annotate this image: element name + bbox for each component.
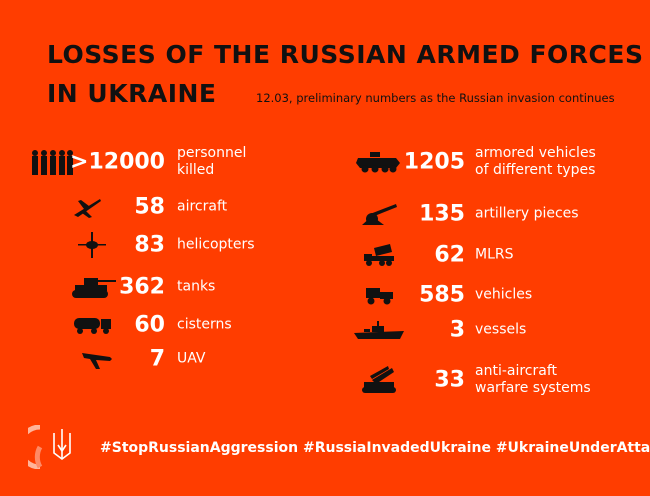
vehicle-icon xyxy=(366,288,393,305)
stat-mlrs: 62 MLRS xyxy=(352,235,514,275)
uav-icon xyxy=(82,353,112,369)
cisterns-label: cisterns xyxy=(177,316,232,333)
personnel-label: personnel killed xyxy=(177,145,247,178)
vehicles-value: 585 xyxy=(419,282,465,308)
anti-aircraft-label: anti-aircraft warfare systems xyxy=(475,363,591,396)
aircraft-label: aircraft xyxy=(177,198,228,215)
stat-helicopters: 83 helicopters xyxy=(30,225,255,265)
tanks-value: 362 xyxy=(119,274,165,300)
armored-vehicle-icon xyxy=(356,152,400,173)
stat-aircraft: 58 aircraft xyxy=(30,187,227,227)
tank-icon xyxy=(72,278,116,298)
armored-vehicles-value: 1205 xyxy=(403,149,465,175)
stat-vessels: 3 vessels xyxy=(352,310,526,350)
uav-label: UAV xyxy=(177,350,206,367)
vessels-value: 3 xyxy=(449,317,465,343)
stat-tanks: 362 tanks xyxy=(30,267,215,307)
aircraft-icon xyxy=(74,199,101,218)
mlrs-value: 62 xyxy=(434,242,465,268)
stat-artillery: 135 artillery pieces xyxy=(352,194,579,234)
stat-vehicles: 585 vehicles xyxy=(352,275,532,315)
subtitle: 12.03, preliminary numbers as the Russia… xyxy=(256,91,615,105)
tanks-label: tanks xyxy=(177,278,216,295)
artillery-label: artillery pieces xyxy=(475,205,579,222)
helicopters-value: 83 xyxy=(134,232,165,258)
stat-anti-aircraft: 33 anti-aircraft warfare systems xyxy=(352,360,591,400)
personnel-value: >12000 xyxy=(70,149,165,175)
cisterns-value: 60 xyxy=(134,312,165,338)
stat-uav: 7 UAV xyxy=(30,339,206,379)
vessels-label: vessels xyxy=(475,321,527,338)
title-line-1: LOSSES OF THE RUSSIAN ARMED FORCES xyxy=(47,40,644,69)
stat-personnel: >12000 personnel killed xyxy=(30,142,246,182)
artillery-value: 135 xyxy=(419,201,465,227)
stat-armored-vehicles: 1205 armored vehicles of different types xyxy=(352,142,596,182)
hashtags: #StopRussianAggression #RussiaInvadedUkr… xyxy=(100,440,650,456)
trident-logo-icon xyxy=(28,425,71,469)
uav-value: 7 xyxy=(149,346,165,372)
mlrs-icon xyxy=(364,244,394,266)
soldiers-icon xyxy=(32,150,73,175)
anti-aircraft-icon xyxy=(362,366,396,393)
stat-cisterns: 60 cisterns xyxy=(30,305,232,345)
armored-vehicles-label: armored vehicles of different types xyxy=(475,145,596,178)
cistern-truck-icon xyxy=(74,318,111,334)
aircraft-value: 58 xyxy=(134,194,165,220)
helicopters-label: helicopters xyxy=(177,236,255,253)
helicopter-icon xyxy=(78,232,106,258)
anti-aircraft-value: 33 xyxy=(434,367,465,393)
mlrs-label: MLRS xyxy=(475,246,514,263)
artillery-icon xyxy=(362,204,397,225)
vessel-icon xyxy=(354,321,404,339)
title-line-2: IN UKRAINE xyxy=(47,79,217,108)
vehicles-label: vehicles xyxy=(475,286,533,303)
